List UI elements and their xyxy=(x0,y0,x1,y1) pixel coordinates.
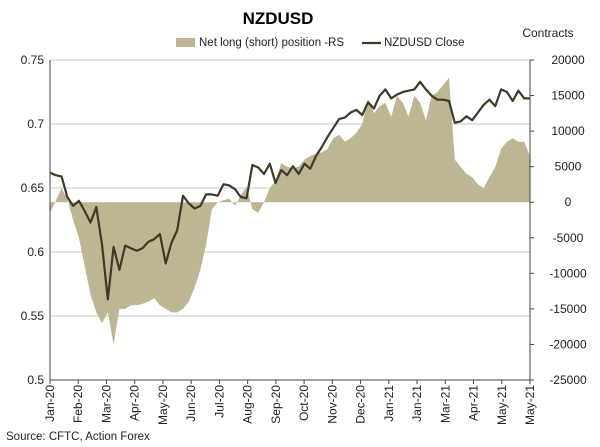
x-tick-label-0: Jan-20 xyxy=(43,385,57,422)
x-tick-label-13: Jan-21 xyxy=(410,385,424,422)
left-tick-label-0: 0.5 xyxy=(27,373,44,387)
x-tick-label-14: Mar-21 xyxy=(438,385,452,423)
x-tick-label-10: Nov-20 xyxy=(325,385,339,424)
x-tick-label-11: Dec-20 xyxy=(354,385,368,424)
right-tick-label-0: -25000 xyxy=(549,373,587,387)
x-tick-label-4: May-20 xyxy=(156,385,170,425)
x-axis-ticks: Jan-20 Feb-20 Mar-20 Apr-20 May-20 Jun-20 Jul-… xyxy=(43,380,537,425)
left-tick-label-1: 0.55 xyxy=(21,309,45,323)
left-tick-label-4: 0.7 xyxy=(27,117,44,131)
right-tick-label-1: -20000 xyxy=(549,337,587,351)
chart-title: NZDUSD xyxy=(243,9,314,28)
x-tick-label-5: Jun-20 xyxy=(184,385,198,422)
x-tick-label-9: Oct-20 xyxy=(297,385,311,421)
right-tick-label-7: 10000 xyxy=(551,124,585,138)
axes xyxy=(49,60,531,381)
x-tick-label-6: Jul-20 xyxy=(212,385,226,418)
legend-line-label: NZDUSD Close xyxy=(384,37,465,49)
right-tick-label-5: 0 xyxy=(565,195,572,209)
legend: Net long (short) position -RS NZDUSD Clo… xyxy=(176,37,465,49)
nzdusd-close-line xyxy=(49,80,530,301)
x-tick-label-16: May-21 xyxy=(495,385,509,425)
x-tick-label-2: Mar-20 xyxy=(99,385,113,423)
source-note: Source: CFTC, Action Forex xyxy=(6,431,150,443)
x-tick-label-12: Jan-21 xyxy=(382,385,396,422)
left-tick-label-3: 0.65 xyxy=(21,181,45,195)
right-tick-label-6: 5000 xyxy=(555,160,582,174)
x-tick-label-7: Aug-20 xyxy=(241,385,255,424)
nzdusd-close-line-layer xyxy=(49,80,530,301)
left-axis-ticks: 0.5 0.55 0.6 0.65 0.7 0.75 xyxy=(21,53,45,387)
x-tick-label-8: Sep-20 xyxy=(269,385,283,424)
right-tick-label-2: -15000 xyxy=(549,302,587,316)
right-axis-label: Contracts xyxy=(522,26,573,40)
right-tick-label-8: 15000 xyxy=(551,89,585,103)
net-position-area-layer xyxy=(50,77,530,345)
right-tick-label-4: -5000 xyxy=(553,231,584,245)
x-tick-label-3: Apr-20 xyxy=(128,385,142,421)
net-position-area xyxy=(50,77,530,345)
x-tick-label-1: Feb-20 xyxy=(71,385,85,423)
right-tick-label-3: -10000 xyxy=(549,266,587,280)
right-tick-label-9: 20000 xyxy=(551,53,585,67)
right-axis-ticks: -25000 -20000 -15000 -10000 -5000 0 5000 10000 1… xyxy=(530,53,587,387)
legend-area-label: Net long (short) position -RS xyxy=(199,37,344,49)
x-tick-label-17: May-21 xyxy=(523,385,537,425)
x-tick-label-15: Apr-21 xyxy=(467,385,481,421)
left-tick-label-2: 0.6 xyxy=(27,245,44,259)
legend-area-swatch xyxy=(176,38,195,47)
left-tick-label-5: 0.75 xyxy=(21,53,45,67)
